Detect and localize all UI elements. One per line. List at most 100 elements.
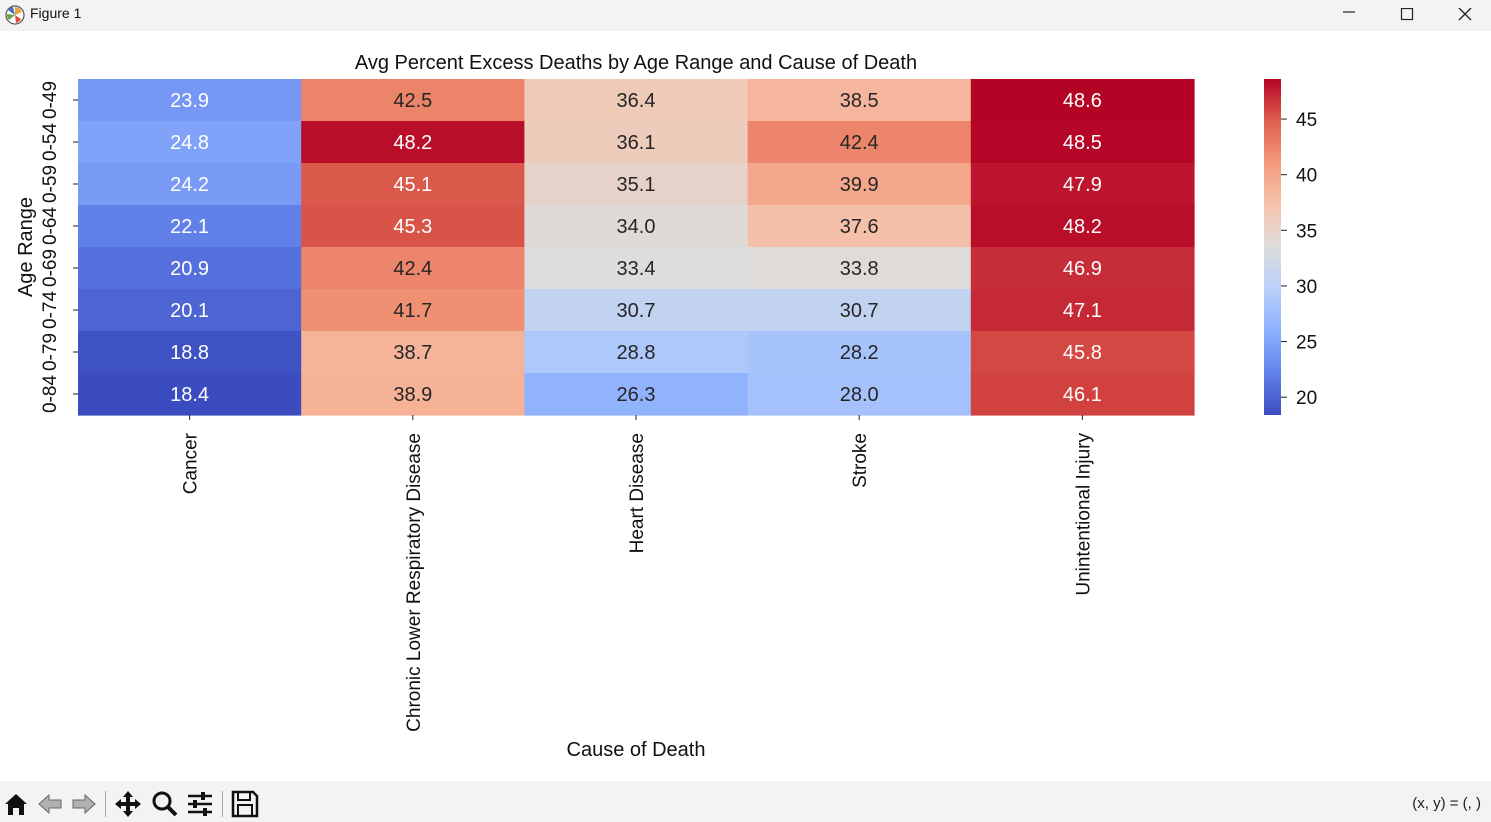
- cell-value-label: 47.9: [1063, 174, 1102, 196]
- window-title: Figure 1: [30, 5, 82, 21]
- heatmap-cells: 23.9 42.5 36.4 38.5 48.6 24.8 48.2 36.1 42.4 48.5…: [78, 79, 1195, 416]
- y-tick-labels: 0-49 0-54 0-59 0-64 0-69 0-74 0-79 0-84: [40, 81, 78, 413]
- cell-value-label: 33.8: [840, 258, 879, 280]
- heatmap-cell: [78, 373, 302, 416]
- x-tick-label: Stroke: [850, 433, 871, 488]
- heatmap-cell: [747, 163, 972, 206]
- cell-value-label: 48.5: [1063, 132, 1102, 154]
- heatmap-cell: [524, 79, 749, 122]
- heatmap-cell: [301, 121, 525, 164]
- heatmap-cell: [524, 331, 749, 374]
- cell-value-label: 23.9: [170, 90, 209, 112]
- forward-button[interactable]: [68, 789, 98, 819]
- heatmap-cell: [970, 205, 1195, 248]
- heatmap-cell: [301, 205, 525, 248]
- move-icon: [115, 791, 141, 817]
- x-tick-label: Chronic Lower Respiratory Disease: [404, 433, 425, 732]
- cell-value-label: 20.1: [170, 300, 209, 322]
- colorbar-tick-label: 30: [1296, 277, 1317, 298]
- close-button[interactable]: [1436, 0, 1491, 31]
- heatmap-cell: [747, 289, 972, 332]
- x-tick-label: Heart Disease: [627, 433, 648, 553]
- cell-value-label: 30.7: [617, 300, 656, 322]
- heatmap-cell: [301, 331, 525, 374]
- heatmap-cell: [301, 79, 525, 122]
- cell-value-label: 41.7: [393, 300, 432, 322]
- cell-value-label: 42.4: [393, 258, 432, 280]
- cell-value-label: 38.9: [393, 384, 432, 406]
- x-tick-labels: Cancer Chronic Lower Respiratory Disease H…: [181, 415, 1094, 732]
- y-tick-label: 0-64: [40, 207, 61, 245]
- heatmap-cell: [78, 289, 302, 332]
- heatmap-cell: [301, 247, 525, 290]
- arrow-left-icon: [38, 793, 62, 815]
- cell-value-label: 46.1: [1063, 384, 1102, 406]
- toolbar-separator: [222, 791, 223, 817]
- close-icon: [1458, 8, 1472, 21]
- heatmap-cell: [78, 205, 302, 248]
- maximize-button[interactable]: [1378, 0, 1436, 31]
- heatmap-cell: [301, 289, 525, 332]
- cell-value-label: 18.8: [170, 342, 209, 364]
- heatmap-cell: [524, 373, 749, 416]
- pan-button[interactable]: [113, 789, 143, 819]
- heatmap-cell: [970, 289, 1195, 332]
- cell-value-label: 39.9: [840, 174, 879, 196]
- cell-value-label: 24.2: [170, 174, 209, 196]
- magnifier-icon: [152, 791, 178, 817]
- maximize-icon: [1400, 8, 1414, 21]
- y-tick-label: 0-79: [40, 333, 61, 371]
- cell-value-label: 28.0: [840, 384, 879, 406]
- heatmap-cell: [970, 79, 1195, 122]
- cell-value-label: 18.4: [170, 384, 209, 406]
- toolbar-separator: [105, 791, 106, 817]
- sliders-icon: [188, 792, 212, 816]
- heatmap-cell: [524, 289, 749, 332]
- y-tick-label: 0-74: [40, 291, 61, 329]
- colorbar-tick-label: 40: [1296, 166, 1317, 187]
- heatmap-figure: Avg Percent Excess Deaths by Age Range a…: [15, 52, 1317, 761]
- heatmap-cell: [747, 121, 972, 164]
- heatmap-cell: [78, 163, 302, 206]
- home-button[interactable]: [2, 789, 32, 819]
- cell-value-label: 42.4: [840, 132, 879, 154]
- zoom-button[interactable]: [150, 789, 180, 819]
- save-button[interactable]: [230, 789, 260, 819]
- x-tick-label: Unintentional Injury: [1073, 433, 1094, 596]
- cell-value-label: 20.9: [170, 258, 209, 280]
- heatmap-cell: [747, 205, 972, 248]
- chart-title: Avg Percent Excess Deaths by Age Range a…: [355, 52, 917, 74]
- y-tick-label: 0-49: [40, 81, 61, 119]
- home-icon: [5, 794, 27, 815]
- heatmap-cell: [970, 373, 1195, 416]
- cell-value-label: 48.2: [393, 132, 432, 154]
- heatmap-cell: [970, 121, 1195, 164]
- cell-value-label: 47.1: [1063, 300, 1102, 322]
- colorbar-tick-label: 20: [1296, 388, 1317, 409]
- heatmap-cell: [78, 331, 302, 374]
- minimize-button[interactable]: [1320, 0, 1378, 31]
- heatmap-cell: [301, 373, 525, 416]
- heatmap-cell: [524, 121, 749, 164]
- cell-value-label: 35.1: [617, 174, 656, 196]
- colorbar-tick-label: 45: [1296, 110, 1317, 131]
- cell-value-label: 45.3: [393, 216, 432, 238]
- cell-value-label: 22.1: [170, 216, 209, 238]
- configure-subplots-button[interactable]: [185, 789, 215, 819]
- heatmap-cell: [970, 247, 1195, 290]
- heatmap-cell: [524, 247, 749, 290]
- colorbar-tick-label: 25: [1296, 333, 1317, 354]
- cell-value-label: 38.7: [393, 342, 432, 364]
- heatmap-cell: [747, 79, 972, 122]
- heatmap-cell: [747, 331, 972, 374]
- cell-value-label: 33.4: [617, 258, 656, 280]
- heatmap-cell: [747, 247, 972, 290]
- minimize-icon: [1343, 11, 1355, 13]
- cell-value-label: 34.0: [617, 216, 656, 238]
- heatmap-cell: [970, 163, 1195, 206]
- cell-value-label: 48.6: [1063, 90, 1102, 112]
- cell-value-label: 45.1: [393, 174, 432, 196]
- app-icon: [5, 5, 25, 25]
- back-button[interactable]: [36, 789, 66, 819]
- x-axis-label: Cause of Death: [567, 739, 706, 761]
